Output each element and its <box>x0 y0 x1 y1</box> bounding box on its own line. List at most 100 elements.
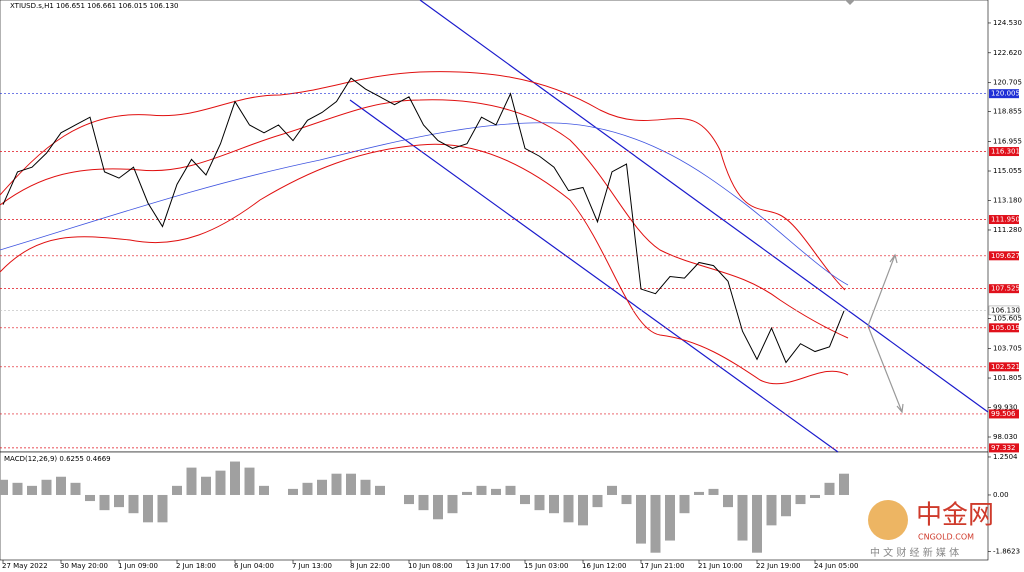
level-box <box>989 362 1019 372</box>
y-tick-label: 118.855 <box>993 108 1022 116</box>
macd-bar <box>708 488 719 495</box>
macd-bar <box>56 476 66 495</box>
x-tick-label: 6 Jun 04:00 <box>234 562 274 570</box>
arrow-down <box>867 325 904 414</box>
level-label: 97.332 <box>991 444 1016 452</box>
x-tick-label: 7 Jun 13:00 <box>292 562 332 570</box>
macd-bar <box>41 479 52 495</box>
macd-title: MACD(12,26,9) 0.6255 0.4669 <box>4 455 111 463</box>
macd-bar <box>215 470 226 495</box>
macd-bar <box>404 494 414 505</box>
macd-bar <box>781 494 791 517</box>
macd-bar <box>737 494 748 541</box>
macd-bar <box>331 473 342 495</box>
macd-bar <box>752 494 762 553</box>
level-box <box>989 215 1019 225</box>
band-middle <box>0 99 849 339</box>
channel-upper <box>419 0 989 413</box>
level-label: 107.525 <box>991 285 1020 293</box>
x-tick-label: 13 Jun 17:00 <box>466 562 510 570</box>
band-lower <box>0 143 849 385</box>
level-box <box>989 147 1019 157</box>
watermark-slogan: 中 文 财 经 新 媒 体 <box>870 546 959 559</box>
level-label: 111.950 <box>991 216 1020 224</box>
x-tick-label: 22 Jun 19:00 <box>756 562 800 570</box>
y-tick-label: 113.180 <box>993 196 1022 204</box>
macd-bar <box>578 494 588 526</box>
macd-bar <box>621 494 632 505</box>
x-tick-label: 30 May 20:00 <box>60 562 108 570</box>
macd-bar <box>694 491 704 495</box>
macd-bar <box>607 485 617 495</box>
macd-bar <box>418 494 429 511</box>
macd-bar <box>476 485 487 495</box>
macd-bar <box>114 494 124 508</box>
x-tick-label: 16 Jun 12:00 <box>582 562 626 570</box>
x-tick-label: 10 Jun 08:00 <box>408 562 452 570</box>
macd-bar <box>447 494 458 514</box>
price-line <box>2 77 845 364</box>
level-label: 106.130 <box>991 306 1020 314</box>
y-tick-label: 1.2504 <box>993 453 1018 461</box>
level-label: 105.019 <box>991 324 1020 332</box>
macd-bar <box>795 494 806 505</box>
x-tick-label: 2 Jun 18:00 <box>176 562 216 570</box>
macd-bar <box>563 494 574 523</box>
y-tick-label: 101.805 <box>993 374 1022 382</box>
bollinger <box>0 71 849 385</box>
macd-bar <box>128 494 139 514</box>
x-tick-label: 24 Jun 05:00 <box>814 562 858 570</box>
macd-bar <box>259 485 269 495</box>
macd-bar <box>230 461 240 495</box>
x-tick-label: 21 Jun 10:00 <box>698 562 742 570</box>
scroll-marker <box>845 0 855 5</box>
macd-bar <box>665 494 675 541</box>
macd-bar <box>70 482 81 495</box>
macd-bar <box>201 476 211 495</box>
watermark-site: CNGOLD.COM <box>918 533 974 542</box>
macd-bar <box>549 494 559 514</box>
macd-bar <box>157 494 168 523</box>
level-label: 102.521 <box>991 363 1020 371</box>
chart-title: XTIUSD.s,H1 106.651 106.661 106.015 106.… <box>10 2 178 10</box>
y-tick-label: 98.030 <box>993 433 1018 441</box>
macd-bar <box>433 494 443 520</box>
y-tick-label: 0.00 <box>993 491 1009 499</box>
x-tick-label: 1 Jun 09:00 <box>118 562 158 570</box>
macd-bar <box>839 473 849 495</box>
level-box <box>989 443 1019 453</box>
macd-bar <box>317 479 327 495</box>
moving-average <box>0 122 849 286</box>
macd-bar <box>0 479 8 495</box>
macd-bar <box>679 494 690 514</box>
macd-bar <box>491 488 501 495</box>
macd-bar <box>810 494 820 499</box>
level-label: 109.627 <box>991 252 1020 260</box>
watermark-name: 中金网 <box>916 501 994 531</box>
watermark: 中金网 CNGOLD.COM 中 文 财 经 新 媒 体 <box>868 500 994 559</box>
y-tick-label: 116.955 <box>993 137 1022 145</box>
macd-bar <box>99 494 110 511</box>
macd-bar <box>302 482 313 495</box>
x-tick-label: 15 Jun 03:00 <box>524 562 568 570</box>
level-label: 116.301 <box>991 148 1020 156</box>
level-box <box>989 323 1019 333</box>
y-tick-label: 120.705 <box>993 79 1022 87</box>
macd-bar <box>723 494 733 508</box>
y-tick-label: 111.280 <box>993 226 1022 234</box>
level-label: 120.005 <box>991 90 1020 98</box>
macd-bar <box>186 467 197 495</box>
macd-bar <box>636 494 646 544</box>
y-tick-label: 99.930 <box>993 403 1018 411</box>
macd-bar <box>288 488 298 495</box>
macd-bar <box>375 485 385 495</box>
y-tick-label: 105.605 <box>993 315 1022 323</box>
band-upper <box>0 71 846 291</box>
macd-bar <box>85 494 95 502</box>
level-box <box>989 89 1019 99</box>
y-tick-label: 103.705 <box>993 344 1022 352</box>
macd-bar <box>172 485 182 495</box>
macd-bar <box>27 485 37 495</box>
watermark-logo <box>868 500 908 540</box>
